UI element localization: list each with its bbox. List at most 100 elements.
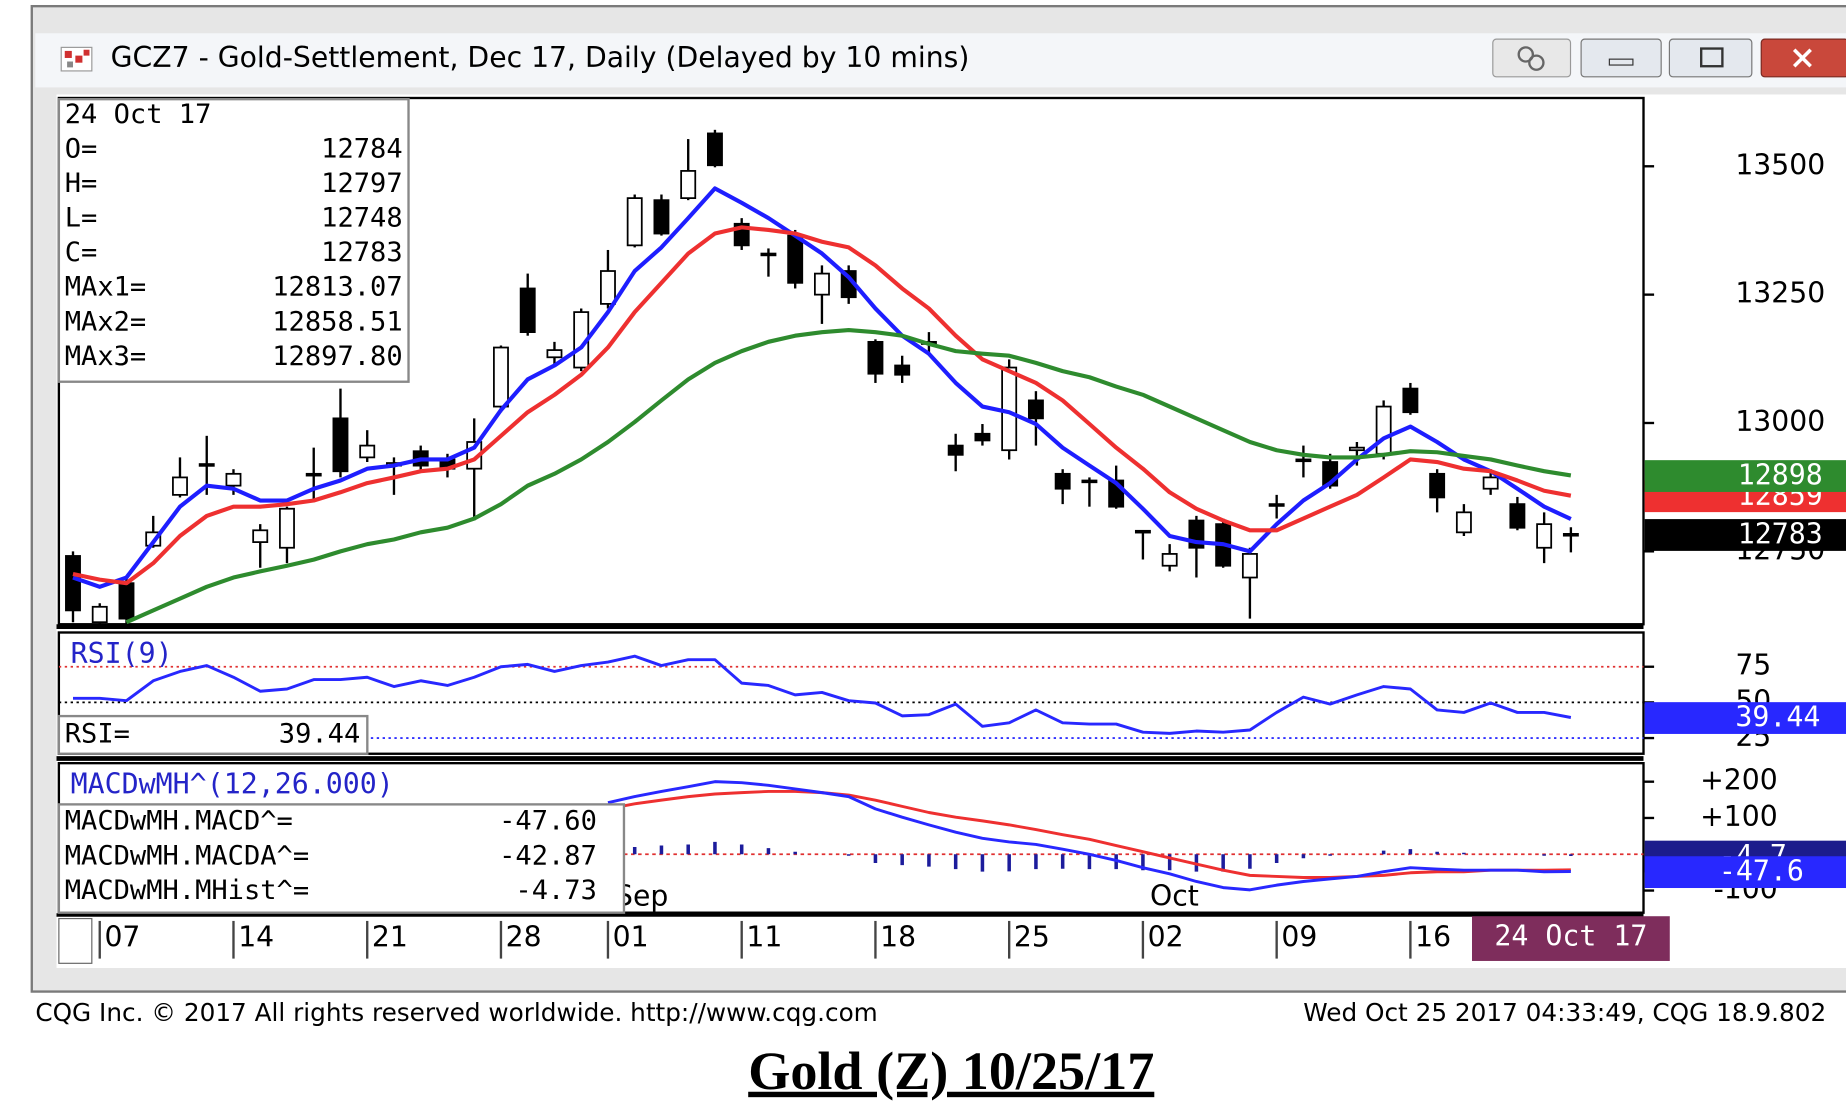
x-tick-label: 28 <box>506 921 542 954</box>
panel-plot <box>65 129 1579 625</box>
candle-body <box>91 605 108 624</box>
x-tick-label: 07 <box>104 921 140 954</box>
series-line <box>125 327 1572 625</box>
candle-body <box>1081 479 1098 484</box>
info-value: 12784 <box>321 133 402 164</box>
info-value: -47.60 <box>499 806 597 837</box>
x-tick-label: 18 <box>880 921 916 954</box>
candle-body <box>305 472 322 477</box>
candle-body <box>225 472 242 487</box>
series-line <box>72 225 1572 586</box>
candle-body <box>1348 446 1365 452</box>
value-tag-label: 39.44 <box>1735 701 1820 734</box>
candle-body <box>974 432 991 442</box>
info-value: -4.73 <box>515 875 596 906</box>
x-tick-label: 11 <box>746 921 782 954</box>
candle-body <box>1562 533 1579 537</box>
info-label: MAx1= <box>65 272 146 303</box>
candle-body <box>760 252 777 257</box>
minimize-icon <box>1608 58 1634 66</box>
info-box <box>57 97 410 383</box>
panel-title: MACDwMH^(12,26.000) <box>71 768 394 801</box>
candle-body <box>65 555 81 612</box>
maximize-icon <box>1700 47 1724 68</box>
candle-body <box>787 234 804 284</box>
info-label: O= <box>65 133 98 164</box>
value-tag-label: -47.6 <box>1719 855 1804 888</box>
candle-body <box>1536 523 1553 549</box>
plot-layer: 1275013000132501350007142128011118250209… <box>57 97 1846 961</box>
close-icon <box>1792 48 1812 68</box>
info-box <box>57 714 369 755</box>
info-label: RSI= <box>65 718 130 749</box>
candle-body <box>359 444 376 459</box>
info-value: 12797 <box>321 168 402 199</box>
info-label: L= <box>65 203 98 234</box>
info-label: MACDwMH.MACDA^= <box>65 840 309 871</box>
info-value: 39.44 <box>279 718 360 749</box>
candle-body <box>519 287 536 334</box>
y-tick-label: 13500 <box>1735 148 1825 181</box>
candle-body <box>680 170 697 199</box>
y-tick-label: 75 <box>1735 649 1771 682</box>
panel-plot: Sep Oct <box>58 780 1644 912</box>
candle-body <box>947 444 964 456</box>
candle-body <box>707 132 723 167</box>
info-label: MAx3= <box>65 341 146 372</box>
minimize-button[interactable] <box>1580 38 1662 78</box>
info-label: MACDwMH.MHist^= <box>65 875 309 906</box>
month-label: Oct <box>1150 879 1199 912</box>
scroll-handle[interactable] <box>58 917 93 964</box>
candle-body <box>198 463 215 467</box>
candle-body <box>1161 553 1178 567</box>
series-line <box>607 789 1571 879</box>
x-tick-label: 25 <box>1014 921 1050 954</box>
info-value: -42.87 <box>499 840 597 871</box>
info-value: 12897.80 <box>272 341 402 372</box>
link-icon <box>1517 46 1535 63</box>
panel-plot <box>58 654 1644 739</box>
candle-body <box>813 272 830 296</box>
info-box <box>57 803 626 914</box>
candle-body <box>252 529 269 543</box>
series-line <box>607 780 1571 892</box>
app-icon <box>60 46 93 72</box>
candle-body <box>1295 458 1312 463</box>
candle-body <box>1134 529 1151 534</box>
panel-title: RSI(9) <box>71 637 173 670</box>
y-tick-label: +200 <box>1700 764 1778 797</box>
rsi-panel-border <box>57 631 1645 755</box>
x-tick-label: 21 <box>372 921 408 954</box>
candle-body <box>1001 366 1018 452</box>
candle-body <box>1054 472 1071 490</box>
value-tag <box>1644 519 1846 551</box>
y-tick-label: 13250 <box>1735 277 1825 310</box>
x-tick-label: 09 <box>1281 921 1317 954</box>
candle-body <box>1429 472 1446 499</box>
candle-body <box>1402 387 1419 414</box>
candle-body <box>279 507 295 549</box>
candle-body <box>1241 553 1258 579</box>
caption: Gold (Z) 10/25/17 <box>748 1041 1154 1101</box>
footer-right: Wed Oct 25 2017 04:33:49, CQG 18.9.802 <box>1303 998 1826 1027</box>
value-tag <box>1644 856 1846 889</box>
candle-body <box>894 364 911 376</box>
link-icon <box>1528 54 1545 71</box>
maximize-button[interactable] <box>1668 38 1753 78</box>
cursor-box <box>1471 916 1670 961</box>
candle-body <box>493 346 509 408</box>
info-value: 12783 <box>321 237 402 268</box>
series-line <box>72 186 1572 589</box>
footer-left: CQG Inc. © 2017 All rights reserved worl… <box>35 998 877 1027</box>
info-label: H= <box>65 168 98 199</box>
candle-body <box>626 197 643 247</box>
candle-body <box>1455 511 1472 534</box>
info-value: 12748 <box>321 203 402 234</box>
info-date: 24 Oct 17 <box>65 99 212 130</box>
candle-body <box>1509 503 1526 529</box>
info-value: 12858.51 <box>272 306 402 337</box>
cursor-label: 24 Oct 17 <box>1494 919 1647 952</box>
candle-body <box>118 582 135 620</box>
candle-body <box>867 340 884 375</box>
